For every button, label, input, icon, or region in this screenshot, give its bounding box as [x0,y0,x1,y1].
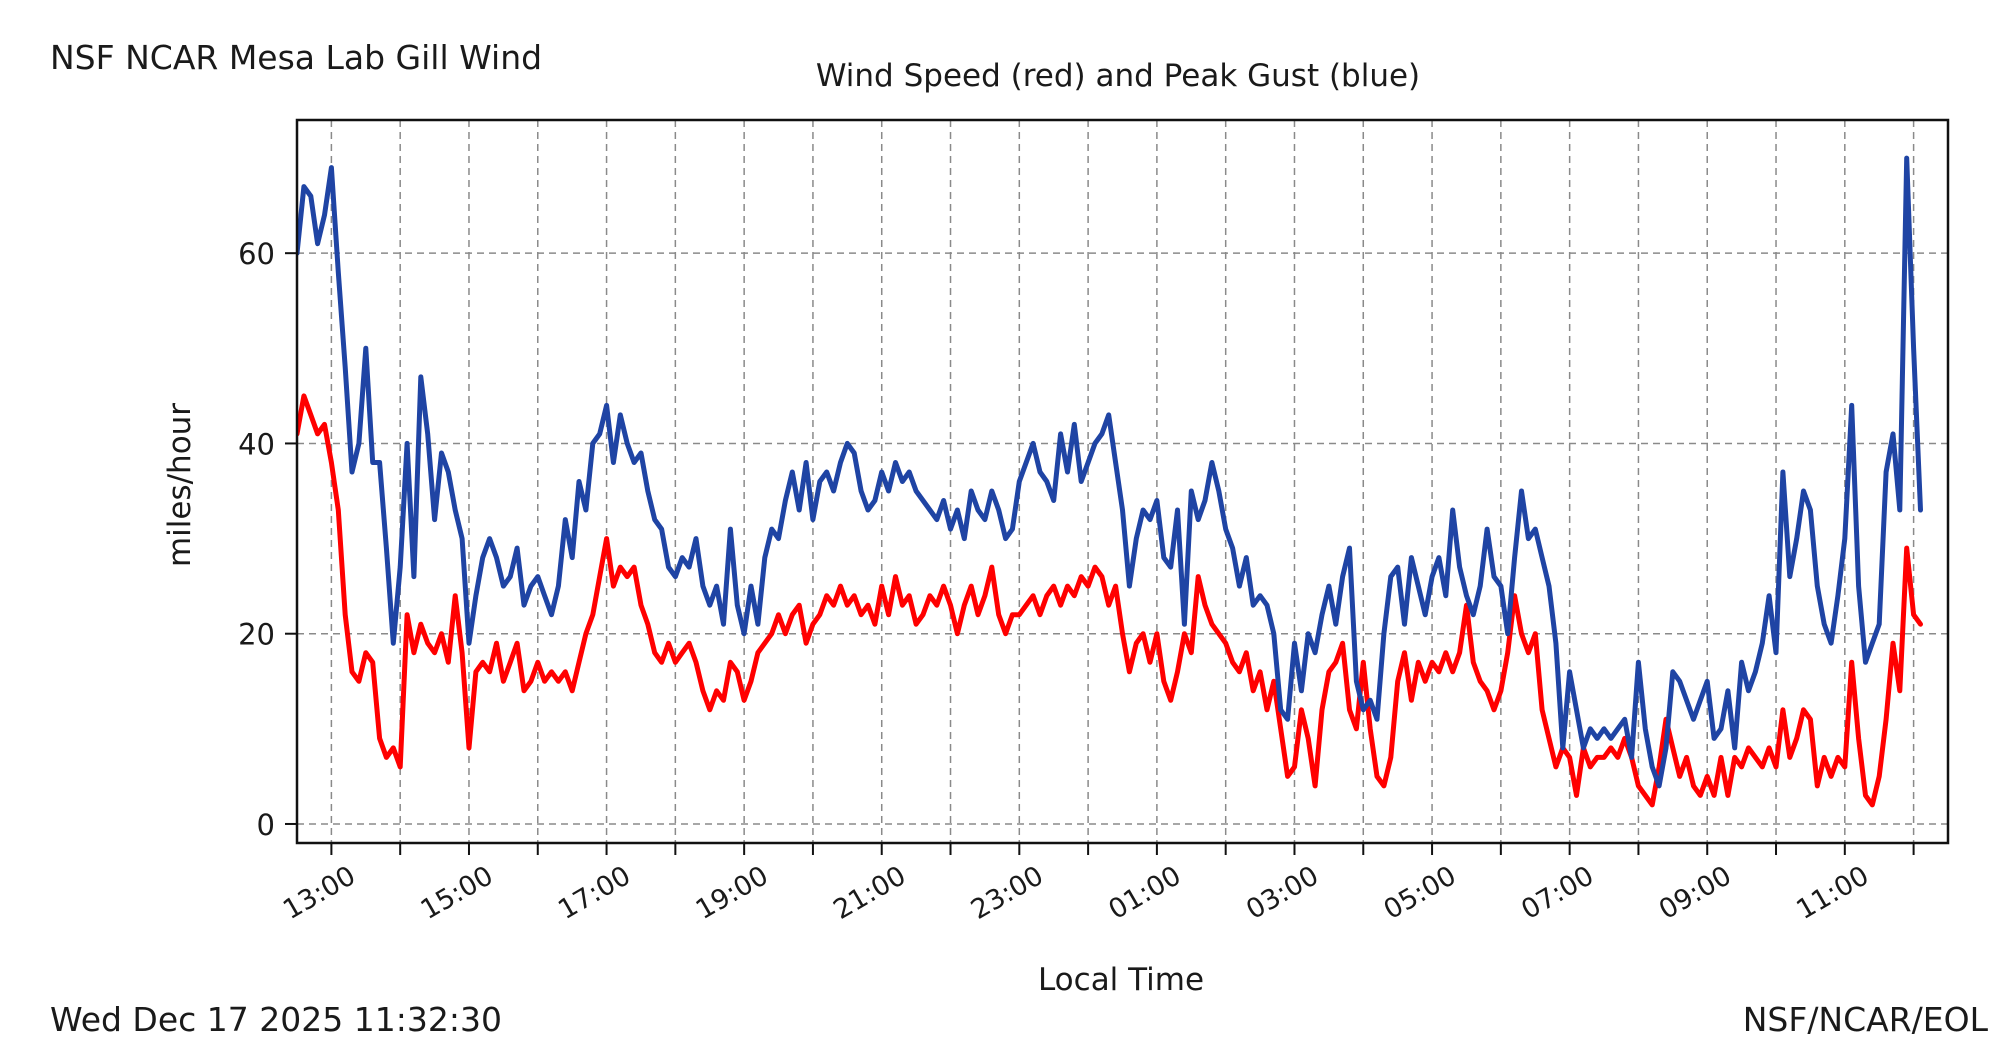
gust-series-line [297,155,1923,789]
x-tick-label: 01:00 [1104,860,1187,926]
timestamp: Wed Dec 17 2025 11:32:30 [50,1000,502,1039]
x-tick-label: 11:00 [1791,860,1874,926]
x-tick-label: 15:00 [416,860,499,926]
station-title: NSF NCAR Mesa Lab Gill Wind [50,38,543,77]
grid-lines [297,120,1948,843]
x-tick-label: 05:00 [1379,860,1462,926]
x-tick-label: 23:00 [966,860,1049,926]
y-tick-label: 40 [238,427,275,461]
plot-frame [295,118,1950,845]
x-axis-label: Local Time [1038,962,1204,998]
x-tick-label: 13:00 [278,860,361,926]
x-tick-label: 07:00 [1516,860,1599,926]
y-tick-label: 60 [238,237,275,271]
credit-label: NSF/NCAR/EOL [1742,1000,1988,1039]
x-tick-label: 19:00 [691,860,774,926]
x-tick-label: 21:00 [828,860,911,926]
wind-series-line [297,393,1923,808]
y-axis-label: miles/hour [162,403,198,567]
axis-ticks: 13:00 15:00 17:00 19:00 21:00 23:00 01:00 03:00… [238,237,1915,926]
x-tick-label: 17:00 [553,860,636,926]
chart-title: Wind Speed (red) and Peak Gust (blue) [816,58,1420,94]
x-tick-label: 09:00 [1654,860,1737,926]
x-tick-label: 03:00 [1241,860,1324,926]
y-tick-label: 20 [238,618,275,652]
y-tick-label: 0 [257,808,275,842]
series-layer [297,155,1923,808]
